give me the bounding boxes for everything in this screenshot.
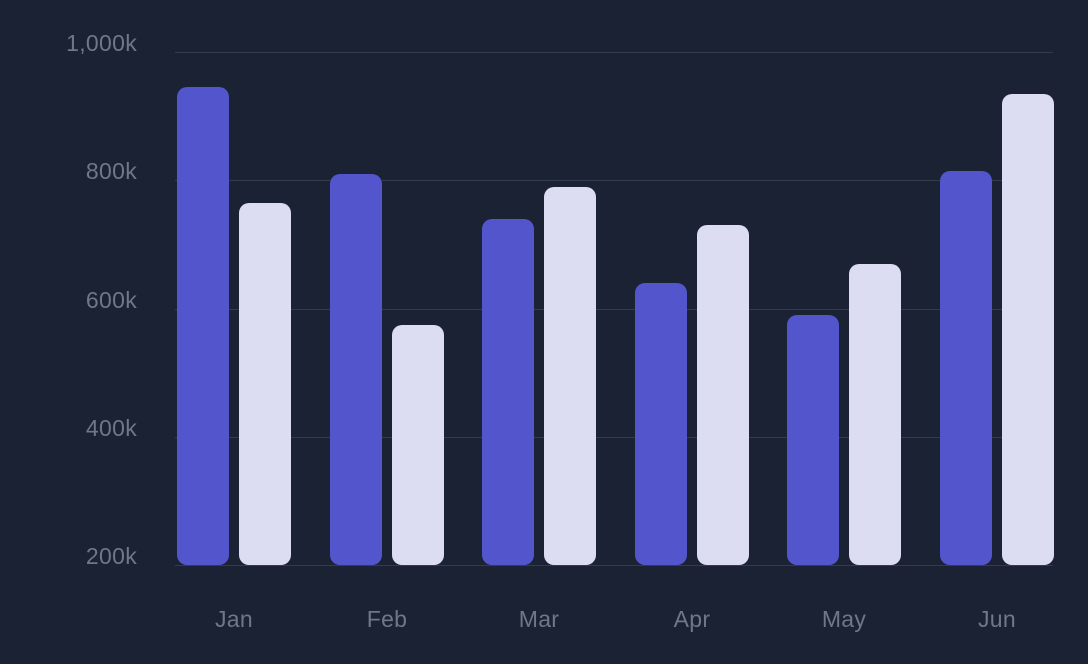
bar-series-secondary-Mar[interactable] <box>544 187 596 565</box>
bar-series-primary-Jan[interactable] <box>177 87 229 565</box>
gridline-200k <box>175 565 1053 566</box>
bar-series-secondary-May[interactable] <box>849 264 901 565</box>
bar-series-primary-Jun[interactable] <box>940 171 992 565</box>
gridline-800k <box>175 180 1053 181</box>
bar-series-secondary-Jan[interactable] <box>239 203 291 565</box>
y-axis-tick-label: 800k <box>85 158 137 184</box>
bar-series-secondary-Jun[interactable] <box>1002 94 1054 565</box>
bar-series-primary-Mar[interactable] <box>482 219 534 565</box>
y-axis-tick-label: 200k <box>85 543 137 569</box>
gridline-400k <box>175 437 1053 438</box>
bar-series-primary-May[interactable] <box>787 315 839 565</box>
x-axis-tick-label-Feb: Feb <box>366 606 408 632</box>
bar-series-secondary-Apr[interactable] <box>697 225 749 565</box>
bar-series-primary-Apr[interactable] <box>635 283 687 565</box>
x-axis-tick-label-May: May <box>821 606 867 632</box>
y-axis-tick-label: 600k <box>85 287 137 313</box>
y-axis-tick-label: 400k <box>85 415 137 441</box>
gridline-1,000k <box>175 52 1053 53</box>
x-axis-tick-label-Mar: Mar <box>518 606 560 632</box>
bar-series-secondary-Feb[interactable] <box>392 325 444 565</box>
gridline-600k <box>175 309 1053 310</box>
x-axis-tick-label-Jan: Jan <box>215 606 253 632</box>
x-axis-tick-label-Jun: Jun <box>978 606 1016 632</box>
bar-series-primary-Feb[interactable] <box>330 174 382 565</box>
y-axis-tick-label: 1,000k <box>66 30 137 56</box>
x-axis-tick-label-Apr: Apr <box>673 606 711 632</box>
